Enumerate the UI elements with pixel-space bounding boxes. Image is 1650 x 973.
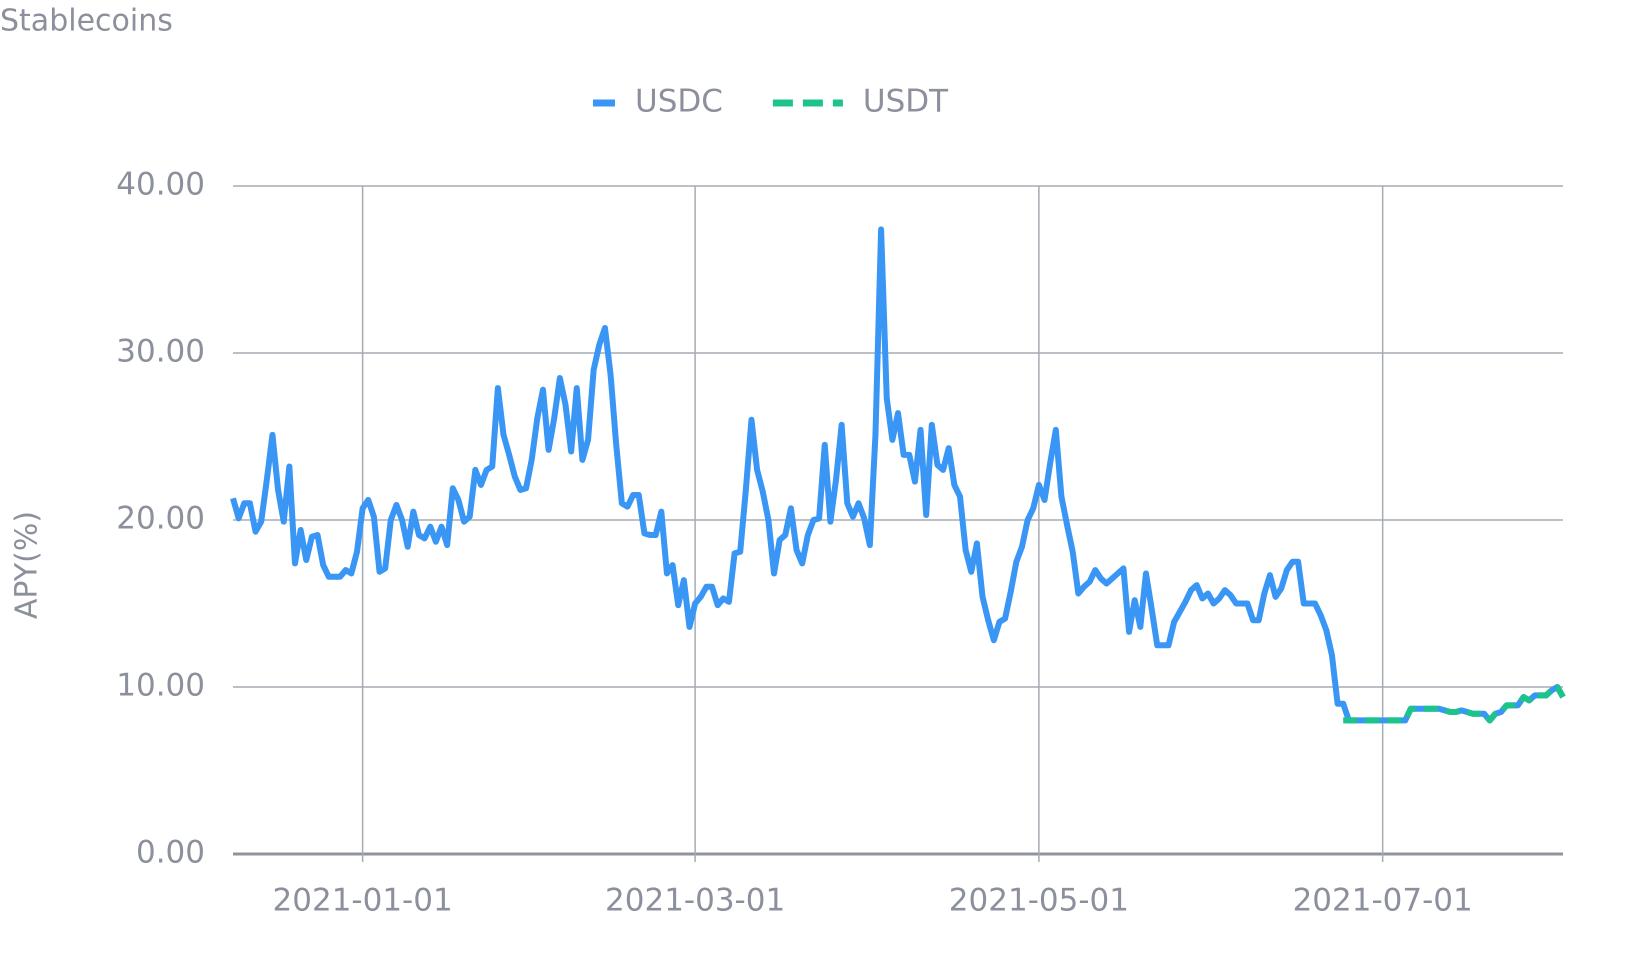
x-tick-label: 2021-01-01 — [273, 883, 453, 919]
x-tick-label: 2021-05-01 — [949, 883, 1129, 919]
x-tick-label: 2021-03-01 — [605, 883, 785, 919]
legend-label: USDT — [863, 84, 949, 120]
y-tick-label: 20.00 — [116, 501, 205, 537]
chart-title: Stablecoins — [0, 4, 173, 39]
series-line — [230, 226, 1566, 724]
y-tick-label: 10.00 — [116, 668, 205, 704]
y-tick-label: 30.00 — [116, 334, 205, 370]
series-line — [1343, 684, 1566, 724]
x-tick-label: 2021-07-01 — [1293, 883, 1473, 919]
y-tick-label: 0.00 — [136, 835, 205, 871]
y-tick-label: 40.00 — [116, 167, 205, 203]
y-axis-label: APY(%) — [10, 511, 45, 619]
legend-label: USDC — [635, 84, 723, 120]
